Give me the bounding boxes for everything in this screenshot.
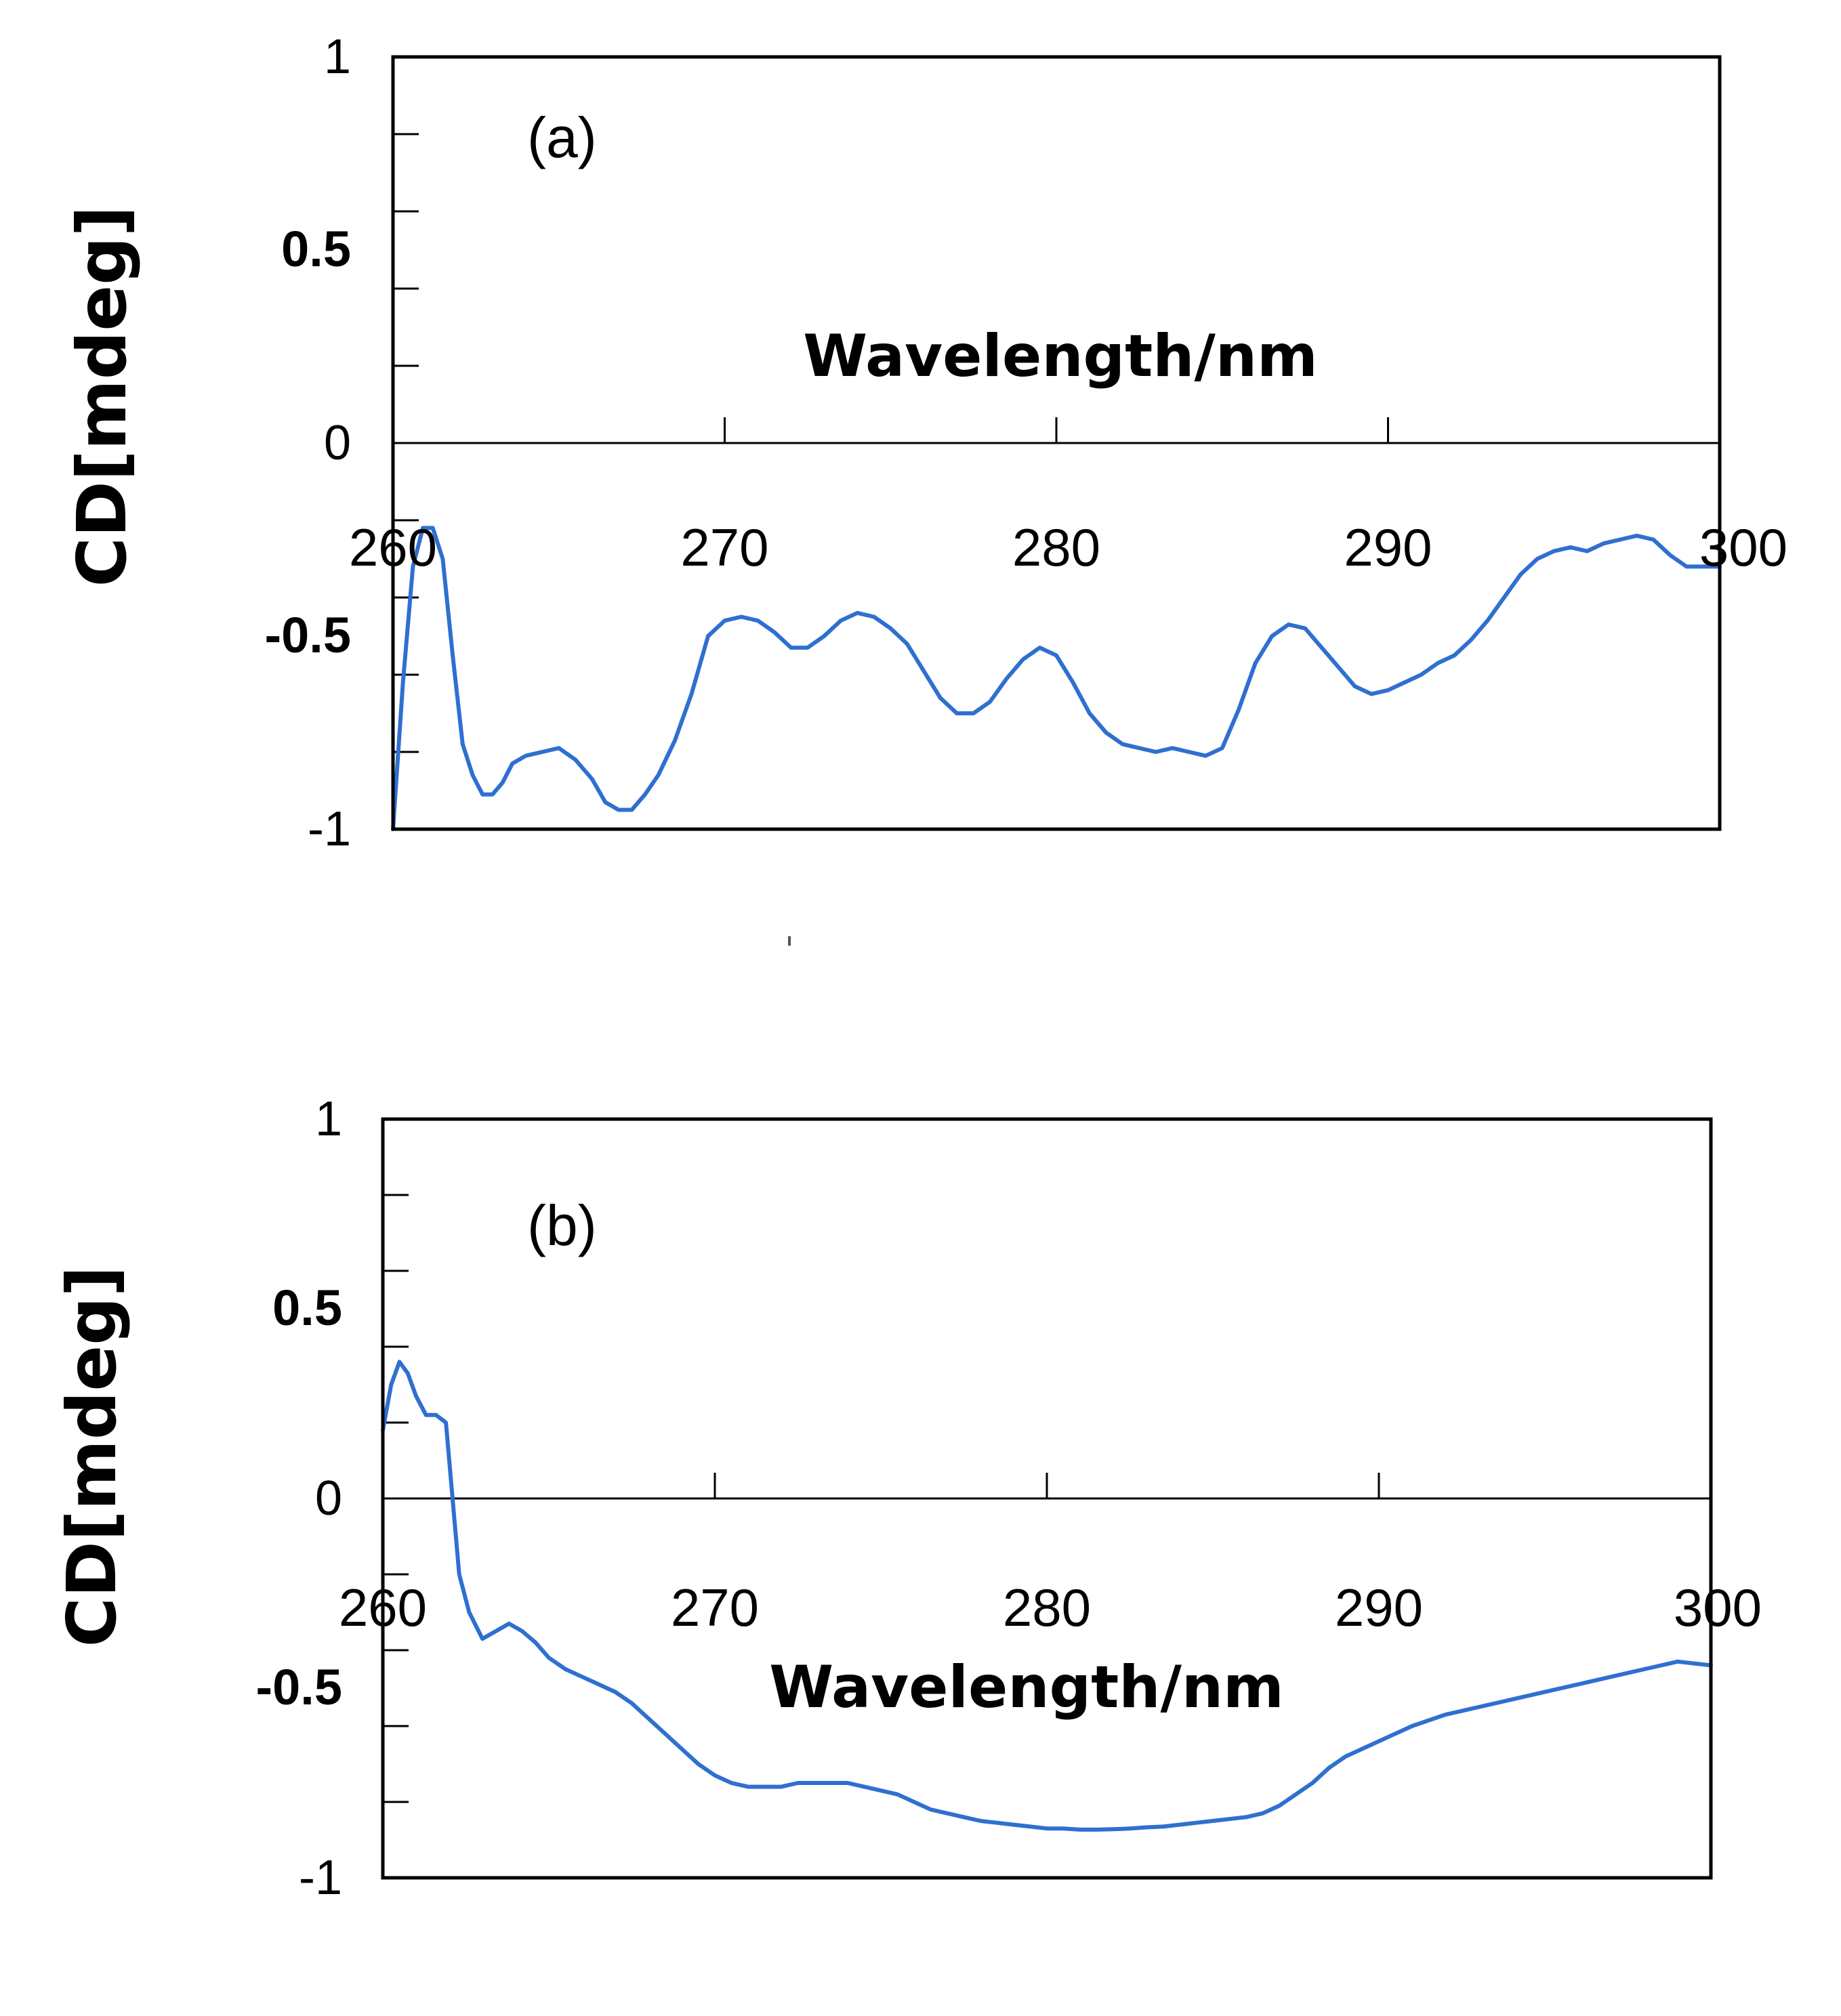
panel-a-xtick-labels: 260 270 280 290 300: [349, 518, 1787, 577]
stray-mark: [788, 936, 791, 946]
panel-b-xtick-label: 260: [339, 1578, 427, 1637]
panel-a-xtick-label: 280: [1012, 518, 1100, 577]
panel-b-xtick-labels: 260 270 280 290 300: [339, 1578, 1762, 1637]
panel-a-xlabel: Wavelength/nm: [803, 322, 1317, 390]
panel-a-plot-frame: [391, 55, 1722, 831]
panel-b-ylabel: CD[mdeg]: [52, 1266, 131, 1647]
panel-a-ytick-label: 0.5: [281, 221, 351, 277]
panel-a-xtick-label: 300: [1699, 518, 1787, 577]
panel-b-label: (b): [527, 1194, 597, 1257]
panel-a-ytick-label: -0.5: [264, 607, 351, 663]
panel-b-plot-frame: [381, 1117, 1713, 1880]
panel-b-xtick-label: 270: [671, 1578, 759, 1637]
panel-b-xtick-label: 300: [1674, 1578, 1762, 1637]
panel-b-series-line: [381, 1360, 1713, 1832]
panel-a-ytick-label: 1: [324, 30, 351, 84]
panel-a-xtick-label: 290: [1344, 518, 1432, 577]
panel-b-xlabel: Wavelength/nm: [769, 1654, 1283, 1721]
panel-b-xtick-label: 280: [1003, 1578, 1091, 1637]
panel-b-ytick-label: -0.5: [255, 1659, 342, 1715]
panel-a-ytick-label: 0: [324, 416, 351, 470]
panel-a-label: (a): [527, 106, 597, 169]
panel-b-ytick-labels: 1 0.5 0 -0.5 -1: [255, 1092, 342, 1905]
panel-b-ytick-label: 0.5: [272, 1280, 342, 1336]
panel-b-xtick-label: 290: [1335, 1578, 1423, 1637]
panel-a-ytick-label: -1: [308, 802, 351, 856]
panel-b-ytick-label: 0: [315, 1471, 342, 1526]
panel-a-plot-series: [391, 526, 1722, 831]
panel-b-plot-series: [381, 1360, 1713, 1832]
panel-a-xtick-label: 270: [680, 518, 768, 577]
panel-a-ytick-labels: 1 0.5 0 -0.5 -1: [264, 30, 351, 856]
panel-a: 1 0.5 0 -0.5 -1 260 270 280 290 300 (a) Waveleng…: [62, 30, 1787, 856]
panel-a-series-line: [391, 526, 1722, 831]
panel-a-ylabel: CD[mdeg]: [62, 206, 142, 587]
panel-b-ytick-label: -1: [299, 1851, 342, 1905]
panel-a-xtick-label: 260: [349, 518, 437, 577]
panel-b: 1 0.5 0 -0.5 -1 260 270 280 290 300 (b) Waveleng…: [52, 1092, 1762, 1905]
panel-b-ytick-label: 1: [315, 1092, 342, 1146]
